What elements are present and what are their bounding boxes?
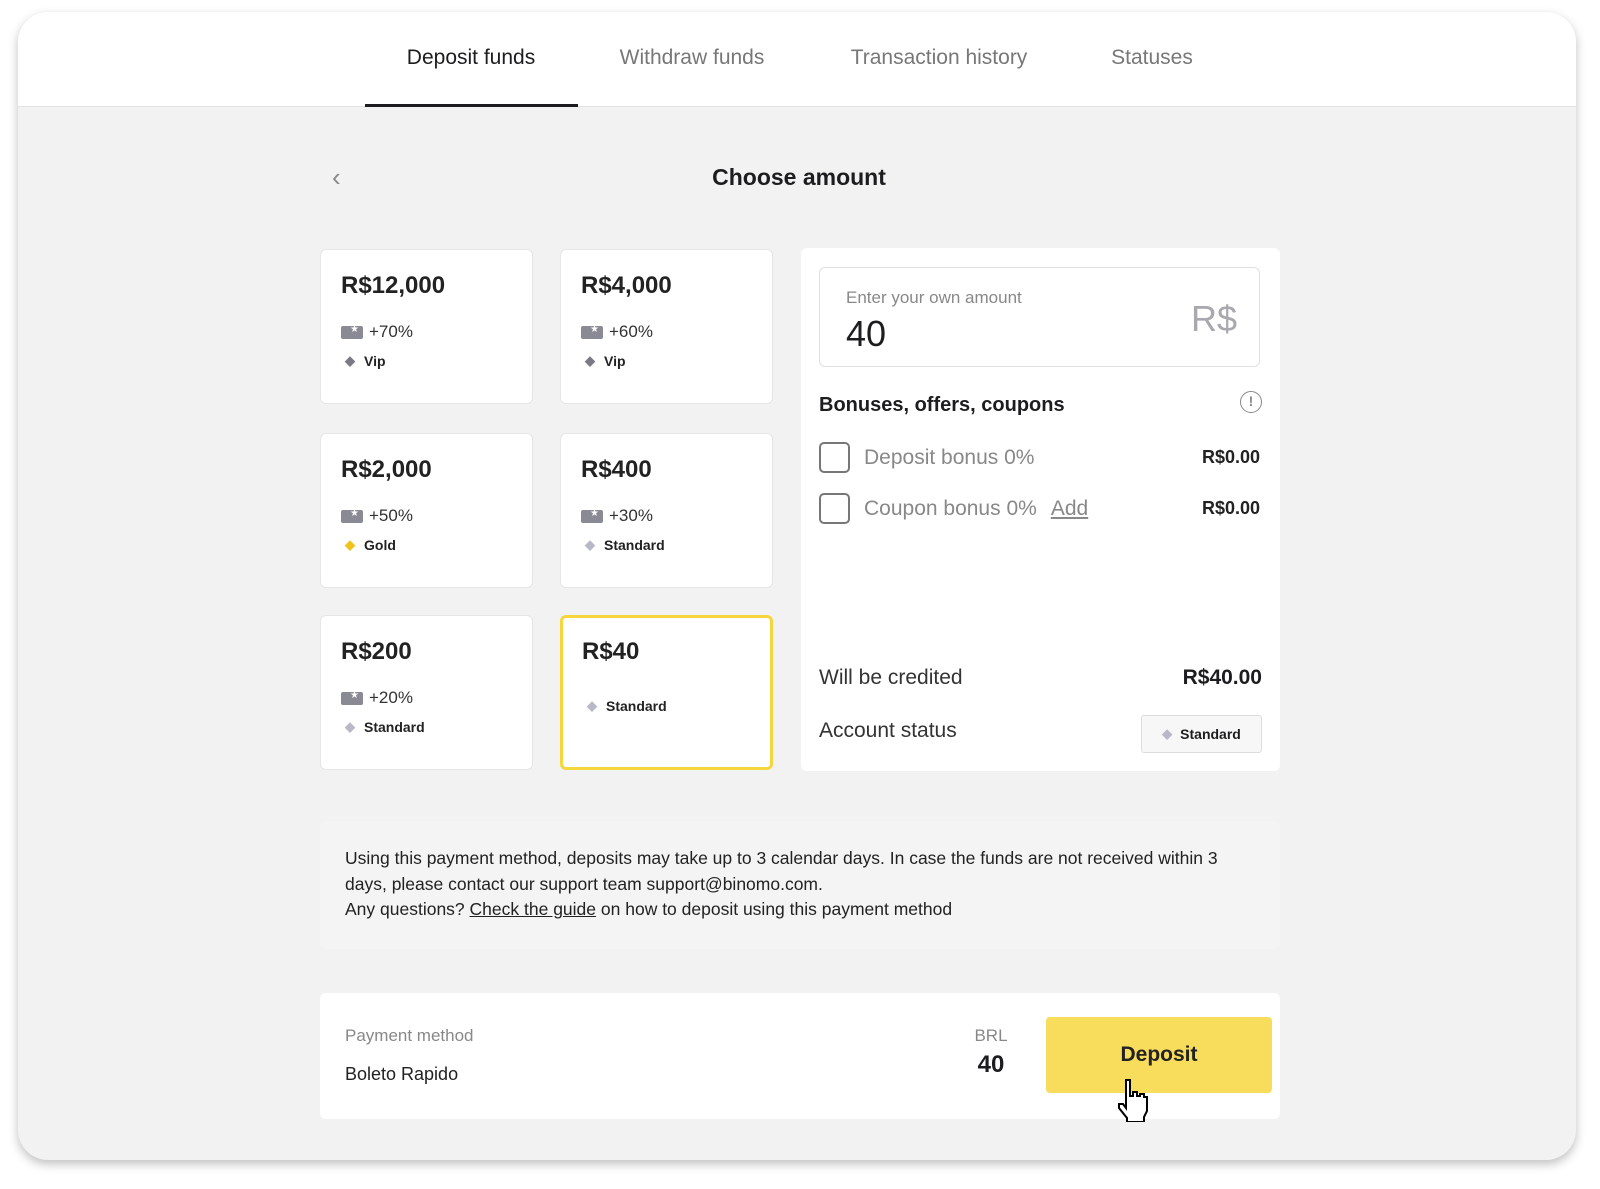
payment-method-label: Payment method [345, 1026, 474, 1045]
deposit-bonus-row: Deposit bonus 0% R$0.00 [819, 442, 1260, 474]
ticket-icon [341, 690, 363, 705]
status-label: Vip [364, 353, 386, 369]
amount: R$200 [341, 638, 412, 665]
bonus-percent: +30% [609, 506, 653, 525]
status-label: Standard [606, 698, 667, 714]
status-label: Standard [604, 537, 665, 553]
ticket-icon [341, 324, 363, 339]
account-status-value: Standard [1180, 726, 1241, 742]
amount: R$4,000 [581, 272, 672, 299]
tab-bar: Deposit funds Withdraw funds Transaction… [18, 12, 1576, 107]
diamond-icon: ◆ [345, 353, 355, 368]
credited-value: R$40.00 [1182, 666, 1262, 689]
amount-option-400[interactable]: R$400 +30% ◆ Standard [560, 433, 773, 588]
account-status-badge: ◆ Standard [1141, 715, 1262, 753]
deposit-bonus-value: R$0.00 [1201, 447, 1260, 467]
back-chevron-icon[interactable]: ‹ [332, 162, 341, 192]
diamond-icon: ◆ [345, 537, 355, 552]
amount: R$12,000 [341, 272, 446, 299]
status-label: Vip [604, 353, 626, 369]
diamond-icon: ◆ [587, 698, 597, 713]
tab-deposit-funds[interactable]: Deposit funds [406, 46, 536, 69]
payment-amount: 40 [977, 1051, 1005, 1078]
amount-option-4000[interactable]: R$4,000 +60% ◆ Vip [560, 249, 773, 404]
custom-amount-placeholder: Enter your own amount [846, 288, 1022, 307]
status-label: Gold [364, 537, 396, 553]
bonus-percent: +50% [369, 506, 413, 525]
deposit-button[interactable]: Deposit [1046, 1017, 1272, 1093]
status-label: Standard [364, 719, 425, 735]
notice-rest: on how to deposit using this payment met… [600, 899, 953, 919]
amount-option-12000[interactable]: R$12,000 +70% ◆ Vip [320, 249, 533, 404]
check-guide-link[interactable]: Check the guide [469, 899, 597, 919]
amount: R$400 [581, 456, 652, 483]
tab-transaction-history[interactable]: Transaction history [850, 46, 1028, 69]
page-title: Choose amount [712, 164, 886, 190]
deposit-bonus-checkbox[interactable] [819, 442, 850, 473]
deposit-bonus-label: Deposit bonus 0% [864, 446, 1035, 469]
diamond-icon: ◆ [585, 353, 595, 368]
notice-text: Using this payment method, deposits may … [345, 848, 1218, 894]
diamond-icon: ◆ [585, 537, 595, 552]
coupon-bonus-row: Coupon bonus 0% Add R$0.00 [819, 493, 1260, 525]
currency-symbol: R$ [1190, 298, 1237, 339]
amount-summary-panel: Enter your own amount 40 R$ Bonuses, off… [801, 248, 1280, 771]
coupon-bonus-checkbox[interactable] [819, 493, 850, 524]
ticket-icon [581, 508, 603, 523]
hand-pointer-cursor-icon [1118, 1079, 1148, 1122]
info-icon[interactable]: ! [1240, 391, 1262, 413]
add-coupon-link[interactable]: Add [1050, 497, 1089, 520]
bonus-percent: +70% [369, 322, 413, 341]
amount-option-2000[interactable]: R$2,000 +50% ◆ Gold [320, 433, 533, 588]
app-window: Deposit funds Withdraw funds Transaction… [18, 12, 1576, 1160]
account-status-label: Account status [819, 719, 957, 742]
currency-code: BRL [974, 1026, 1008, 1045]
payment-notice: Using this payment method, deposits may … [320, 821, 1280, 949]
ticket-icon [581, 324, 603, 339]
payment-bar: Payment method Boleto Rapido BRL 40 Depo… [320, 993, 1280, 1119]
diamond-icon: ◆ [345, 719, 355, 734]
diamond-icon: ◆ [1162, 726, 1173, 741]
tab-statuses[interactable]: Statuses [1111, 46, 1193, 69]
active-tab-indicator [365, 104, 578, 107]
amount-option-40-selected[interactable]: R$40 ◆ Standard [560, 615, 773, 770]
amount: R$2,000 [341, 456, 432, 483]
payment-method-value: Boleto Rapido [345, 1064, 459, 1084]
coupon-bonus-value: R$0.00 [1201, 498, 1260, 518]
bonus-percent: +60% [609, 322, 653, 341]
tab-withdraw-funds[interactable]: Withdraw funds [619, 46, 765, 69]
custom-amount-input[interactable]: Enter your own amount 40 R$ [819, 267, 1260, 367]
bonus-percent: +20% [369, 688, 413, 707]
amount: R$40 [582, 638, 640, 665]
coupon-bonus-label: Coupon bonus 0% [864, 497, 1037, 520]
bonuses-title: Bonuses, offers, coupons [819, 394, 1065, 416]
notice-question: Any questions? [345, 899, 465, 919]
credited-label: Will be credited [819, 666, 963, 689]
amount-option-200[interactable]: R$200 +20% ◆ Standard [320, 615, 533, 770]
custom-amount-value: 40 [846, 313, 887, 354]
ticket-icon [341, 508, 363, 523]
